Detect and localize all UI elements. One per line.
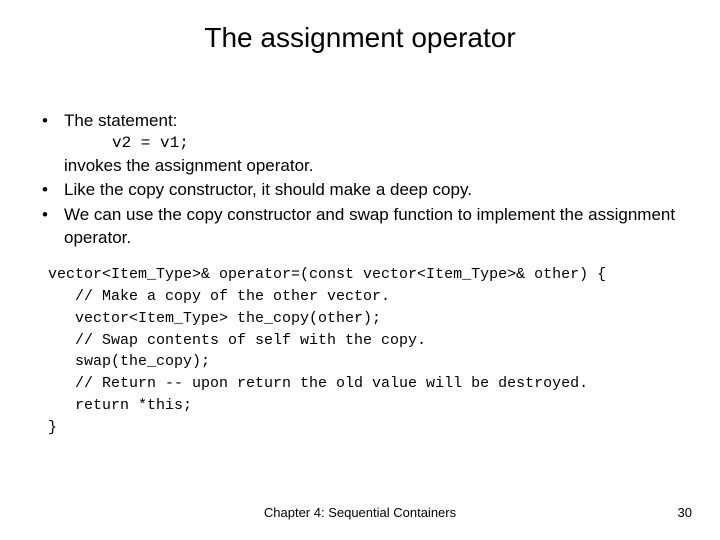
code-line: } xyxy=(48,419,57,436)
code-line: vector<Item_Type>& operator=(const vecto… xyxy=(48,266,606,283)
footer-chapter: Chapter 4: Sequential Containers xyxy=(0,505,720,520)
code-line: // Return -- upon return the old value w… xyxy=(48,375,588,392)
bullet-item: Like the copy constructor, it should mak… xyxy=(38,179,690,202)
code-line: // Make a copy of the other vector. xyxy=(48,288,390,305)
code-line: vector<Item_Type> the_copy(other); xyxy=(48,310,381,327)
code-line: return *this; xyxy=(48,397,192,414)
code-block: vector<Item_Type>& operator=(const vecto… xyxy=(48,264,690,438)
bullet-text-tail: invokes the assignment operator. xyxy=(64,155,690,178)
slide-title: The assignment operator xyxy=(0,22,720,54)
bullet-text: The statement: xyxy=(64,111,177,130)
bullet-list: The statement: v2 = v1; invokes the assi… xyxy=(38,110,690,250)
bullet-item: The statement: v2 = v1; invokes the assi… xyxy=(38,110,690,177)
inline-code: v2 = v1; xyxy=(64,133,690,155)
code-line: swap(the_copy); xyxy=(48,353,210,370)
bullet-item: We can use the copy constructor and swap… xyxy=(38,204,690,250)
footer-page-number: 30 xyxy=(678,505,692,520)
slide-body: The statement: v2 = v1; invokes the assi… xyxy=(38,110,690,438)
slide: The assignment operator The statement: v… xyxy=(0,0,720,540)
bullet-text: Like the copy constructor, it should mak… xyxy=(64,180,472,199)
code-line: // Swap contents of self with the copy. xyxy=(48,332,426,349)
bullet-text: We can use the copy constructor and swap… xyxy=(64,205,675,247)
